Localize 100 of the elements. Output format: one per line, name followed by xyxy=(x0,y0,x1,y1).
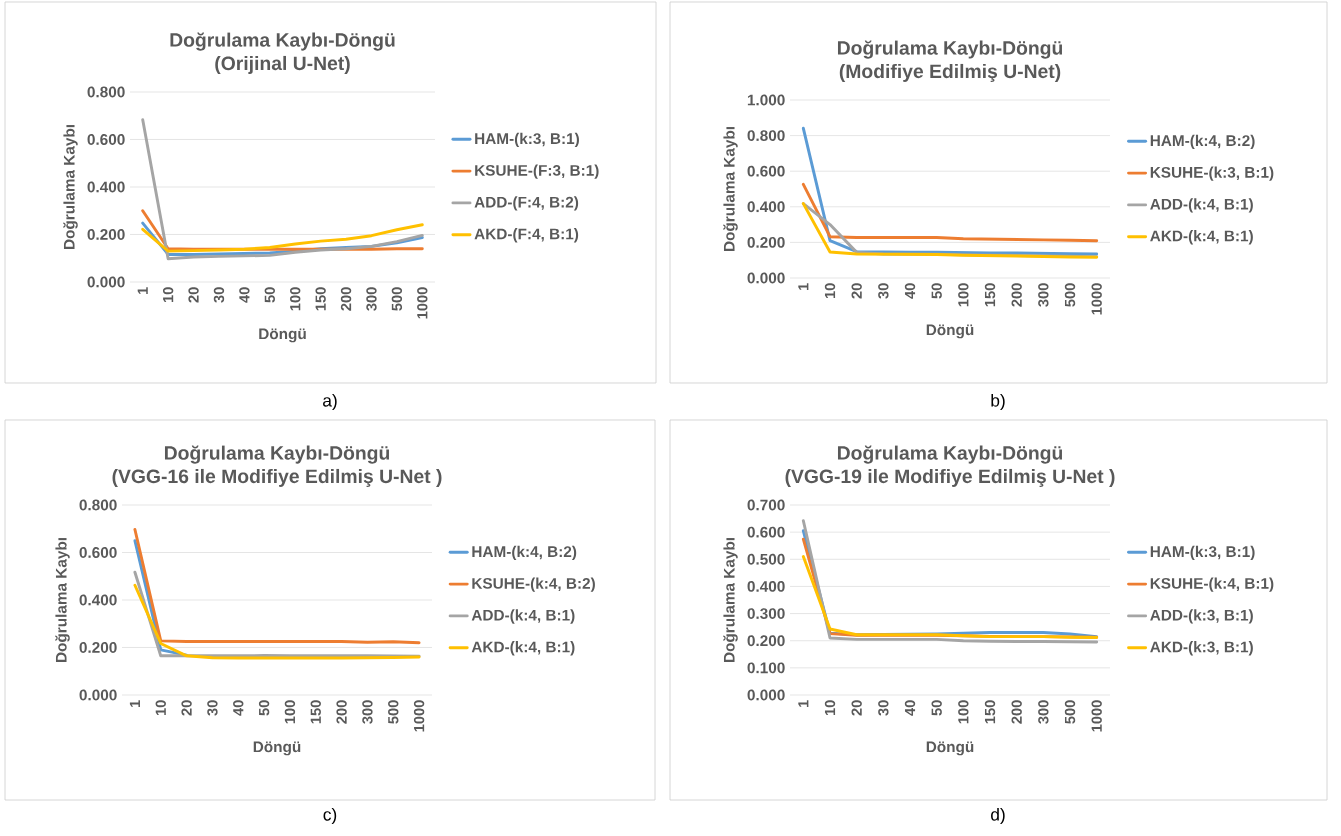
x-tick-label: 1000 xyxy=(1091,283,1102,315)
x-tick-label: 20 xyxy=(181,700,192,716)
chart-subtitle: (VGG-19 ile Modifiye Edilmiş U-Net ) xyxy=(785,468,1115,487)
x-tick-label: 300 xyxy=(1038,700,1049,724)
y-tick-label: 0.000 xyxy=(747,689,785,701)
x-axis-title: Döngü xyxy=(926,324,974,339)
legend-label: KSUHE-(F:3, B:1) xyxy=(475,164,599,179)
y-tick-label: 0.000 xyxy=(79,689,117,701)
y-tick-label: 0.400 xyxy=(79,594,117,606)
x-axis-title: Döngü xyxy=(926,741,974,756)
legend-label: AKD-(k:4, B:1) xyxy=(1150,230,1253,245)
x-tick-label: 30 xyxy=(878,700,889,716)
y-tick-label: 0.400 xyxy=(747,201,785,213)
legend-label: HAM-(k:4, B:2) xyxy=(472,545,577,561)
x-tick-label: 1 xyxy=(798,283,809,290)
y-tick-label: 1.000 xyxy=(747,94,785,106)
legend-label: ADD-(k:4, B:1) xyxy=(471,609,575,624)
y-tick-label: 0.200 xyxy=(79,642,117,653)
x-tick-label: 1000 xyxy=(413,700,425,732)
x-tick-label: 20 xyxy=(851,283,862,299)
y-tick-label: 0.200 xyxy=(747,236,785,248)
x-tick-label: 100 xyxy=(284,700,296,724)
x-tick-label: 50 xyxy=(931,283,942,299)
y-tick-label: 0.200 xyxy=(87,229,125,240)
y-tick-label: 0.600 xyxy=(747,526,785,538)
x-tick-label: 150 xyxy=(310,700,321,724)
y-tick-label: 0.800 xyxy=(79,499,117,511)
x-tick-label: 500 xyxy=(1064,283,1076,307)
x-tick-label: 1 xyxy=(129,700,140,707)
x-tick-label: 500 xyxy=(1064,700,1076,724)
y-tick-label: 0.700 xyxy=(747,499,785,511)
x-tick-label: 300 xyxy=(1038,283,1049,307)
legend-label: AKD-(k:4, B:1) xyxy=(471,641,575,656)
x-tick-label: 50 xyxy=(264,287,275,303)
legend-label: AKD-(F:4, B:1) xyxy=(474,228,579,243)
x-tick-label: 200 xyxy=(336,700,347,724)
y-axis-title: Doğrulama Kaybı xyxy=(55,538,70,663)
text: d) xyxy=(991,807,1005,825)
legend-label: KSUHE-(k:3, B:1) xyxy=(1150,166,1274,181)
x-tick-label: 100 xyxy=(958,283,969,307)
chart-title: Doğrulama Kaybı-Döngü xyxy=(837,445,1063,464)
x-tick-label: 150 xyxy=(984,700,996,724)
legend-label: ADD-(F:4, B:2) xyxy=(474,196,579,211)
y-tick-label: 0.200 xyxy=(747,635,785,647)
x-tick-label: 500 xyxy=(391,287,403,311)
x-tick-label: 150 xyxy=(984,283,996,307)
x-tick-label: 10 xyxy=(824,700,836,716)
x-tick-label: 100 xyxy=(958,700,969,724)
x-axis-title: Döngü xyxy=(259,328,306,343)
y-axis-title: Doğrulama Kaybı xyxy=(63,125,78,250)
x-tick-label: 10 xyxy=(162,287,174,303)
y-tick-label: 0.100 xyxy=(747,662,785,674)
legend-label: HAM-(k:4, B:2) xyxy=(1150,134,1255,150)
x-tick-label: 20 xyxy=(851,700,862,716)
x-tick-label: 100 xyxy=(290,287,301,311)
x-tick-label: 40 xyxy=(239,287,250,303)
text: a) xyxy=(323,393,337,411)
y-tick-label: 0.000 xyxy=(747,272,785,284)
x-tick-label: 10 xyxy=(824,283,836,299)
x-tick-label: 30 xyxy=(207,700,218,716)
y-tick-label: 0.400 xyxy=(747,581,785,592)
x-tick-label: 200 xyxy=(1011,283,1022,307)
x-tick-label: 40 xyxy=(904,283,916,299)
legend-label: ADD-(k:3, B:1) xyxy=(1150,609,1253,624)
x-tick-label: 1000 xyxy=(417,287,428,319)
x-tick-label: 50 xyxy=(258,700,270,716)
x-tick-label: 500 xyxy=(388,700,399,724)
x-tick-label: 10 xyxy=(155,700,166,716)
legend-label: HAM-(k:3, B:1) xyxy=(475,132,579,148)
x-tick-label: 40 xyxy=(904,700,916,716)
x-tick-label: 150 xyxy=(315,287,326,311)
y-tick-label: 0.000 xyxy=(87,276,125,288)
legend-label: KSUHE-(k:4, B:2) xyxy=(472,577,595,592)
y-tick-label: 0.600 xyxy=(87,134,125,145)
x-tick-label: 200 xyxy=(340,287,352,311)
y-axis-title: Doğrulama Kaybı xyxy=(723,127,738,252)
legend-label: ADD-(k:4, B:1) xyxy=(1150,198,1253,213)
x-tick-label: 20 xyxy=(188,287,199,303)
y-tick-label: 0.500 xyxy=(747,553,785,565)
chart-subtitle: (Orijinal U-Net) xyxy=(215,55,350,74)
x-tick-label: 1 xyxy=(798,700,809,707)
y-tick-label: 0.800 xyxy=(87,86,125,98)
x-tick-label: 300 xyxy=(366,287,377,311)
x-tick-label: 1000 xyxy=(1091,700,1102,732)
legend-label: KSUHE-(k:4, B:1) xyxy=(1150,577,1274,592)
y-tick-label: 0.400 xyxy=(87,181,125,193)
x-tick-label: 30 xyxy=(213,287,225,303)
x-tick-label: 300 xyxy=(362,700,373,724)
x-tick-label: 30 xyxy=(878,283,889,299)
x-tick-label: 40 xyxy=(233,700,244,716)
y-tick-label: 0.600 xyxy=(747,165,785,177)
y-tick-label: 0.800 xyxy=(747,130,785,142)
chart-title: Doğrulama Kaybı-Döngü xyxy=(837,40,1063,59)
legend-label: HAM-(k:3, B:1) xyxy=(1150,545,1255,561)
chart-title: Doğrulama Kaybı-Döngü xyxy=(164,445,390,464)
y-axis-title: Doğrulama Kaybı xyxy=(723,538,738,663)
y-tick-label: 0.600 xyxy=(79,547,117,558)
chart-subtitle: (Modifiye Edilmiş U-Net) xyxy=(839,63,1061,82)
x-axis-title: Döngü xyxy=(253,741,301,756)
x-tick-label: 200 xyxy=(1011,700,1022,724)
